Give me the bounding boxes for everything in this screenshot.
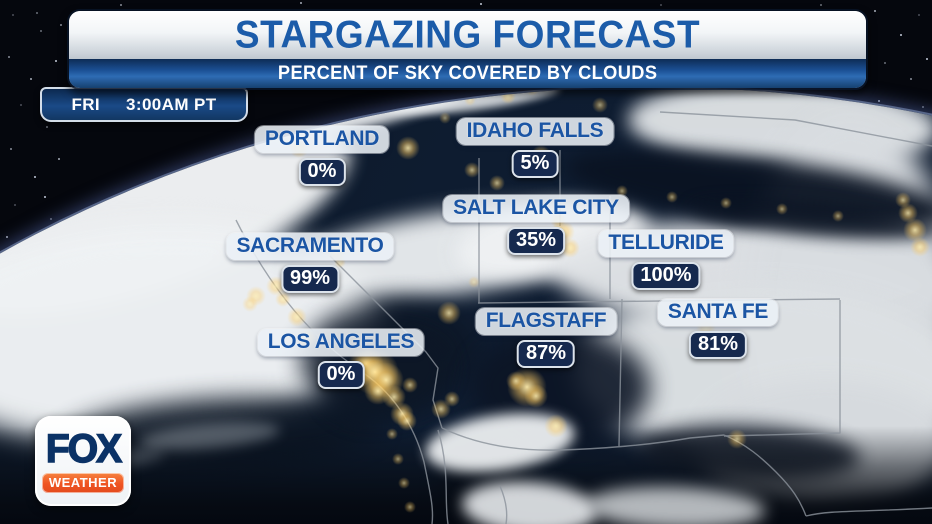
star	[120, 4, 122, 6]
city-name: SACRAMENTO	[226, 233, 394, 260]
cloud-cover-value: 35%	[506, 227, 566, 255]
star	[874, 10, 876, 12]
city-name: SALT LAKE CITY	[443, 195, 629, 222]
night-light	[910, 237, 930, 257]
city-name: SANTA FE	[657, 299, 779, 326]
cloud-cover-value: 5%	[511, 150, 559, 178]
weather-logo-text: WEATHER	[41, 472, 125, 493]
night-light	[489, 175, 505, 191]
city-name: LOS ANGELES	[257, 329, 425, 356]
valid-time: 3:00AM PT	[126, 94, 217, 114]
night-light	[500, 88, 516, 104]
city-salt-lake-city: SALT LAKE CITY 35%	[443, 195, 629, 255]
city-sacramento: SACRAMENTO 99%	[226, 233, 394, 293]
night-light	[402, 377, 418, 393]
night-light	[275, 291, 291, 307]
city-telluride: TELLURIDE 100%	[598, 230, 734, 290]
valid-day: FRI	[71, 94, 101, 114]
city-name: IDAHO FALLS	[456, 118, 614, 145]
fox-weather-logo: FOX WEATHER	[35, 416, 131, 506]
star	[12, 14, 14, 16]
night-light	[287, 307, 307, 327]
subtitle-band: PERCENT OF SKY COVERED BY CLOUDS	[69, 59, 866, 88]
night-light	[544, 414, 568, 438]
star	[60, 24, 62, 26]
cloud-cover-value: 87%	[516, 340, 576, 368]
city-portland: PORTLAND 0%	[254, 126, 390, 186]
night-light	[242, 296, 258, 312]
night-light	[431, 399, 451, 419]
cloud-cover-value: 0%	[298, 158, 346, 186]
night-light	[524, 87, 540, 96]
star	[918, 14, 920, 16]
night-light	[274, 96, 294, 116]
city-name: PORTLAND	[254, 126, 390, 153]
star	[55, 60, 57, 62]
star	[820, 4, 822, 6]
night-light	[776, 203, 788, 215]
cloud-cover-value: 81%	[688, 331, 748, 359]
star	[900, 34, 902, 36]
night-light	[396, 136, 420, 160]
night-light	[727, 429, 747, 449]
star	[926, 58, 928, 60]
city-name: TELLURIDE	[598, 230, 734, 257]
star	[300, 2, 302, 4]
page-title: STARGAZING FORECAST	[234, 13, 701, 56]
night-light	[464, 162, 480, 178]
title-band: STARGAZING FORECAST	[69, 11, 866, 59]
cloud-cover-value: 100%	[631, 262, 701, 290]
night-light	[468, 276, 480, 288]
star	[8, 56, 10, 58]
city-name: FLAGSTAFF	[475, 308, 617, 335]
header-banner: STARGAZING FORECAST PERCENT OF SKY COVER…	[67, 9, 868, 90]
city-los-angeles: LOS ANGELES 0%	[257, 329, 425, 389]
star	[30, 78, 32, 80]
night-light	[386, 428, 398, 440]
fox-logo-text: FOX	[45, 427, 123, 471]
night-light	[895, 192, 911, 208]
valid-time-badge: FRI 3:00AM PT	[40, 87, 248, 122]
star	[36, 12, 38, 14]
night-light	[437, 301, 461, 325]
night-light	[616, 185, 628, 197]
cloud-cover-value: 0%	[317, 361, 365, 389]
city-flagstaff: FLAGSTAFF 87%	[475, 308, 617, 368]
city-santa-fe: SANTA FE 81%	[657, 299, 779, 359]
night-light	[524, 384, 548, 408]
night-light	[720, 197, 732, 209]
night-light	[439, 112, 451, 124]
night-light	[369, 87, 385, 100]
night-light	[404, 501, 416, 513]
cloud-cover-value: 99%	[280, 265, 340, 293]
night-light	[666, 191, 678, 203]
star	[480, 3, 482, 5]
page-subtitle: PERCENT OF SKY COVERED BY CLOUDS	[277, 62, 658, 84]
night-light	[832, 210, 844, 222]
night-light	[464, 94, 476, 106]
city-idaho-falls: IDAHO FALLS 5%	[456, 118, 614, 178]
star	[884, 62, 886, 64]
star	[660, 4, 662, 6]
night-light	[398, 477, 410, 489]
night-light	[392, 453, 404, 465]
night-light	[592, 97, 608, 113]
star	[910, 78, 912, 80]
night-light	[397, 411, 417, 431]
star	[40, 30, 42, 32]
night-light	[506, 371, 526, 391]
